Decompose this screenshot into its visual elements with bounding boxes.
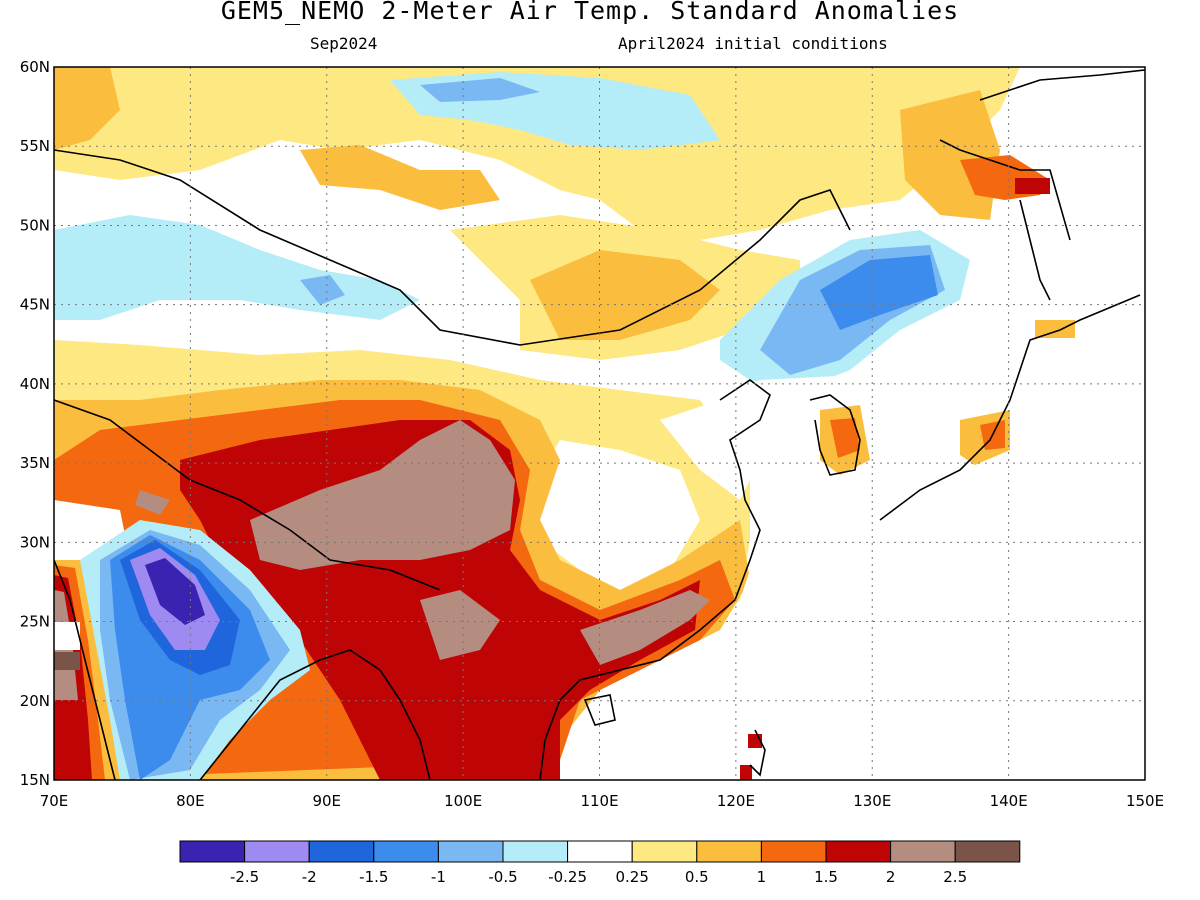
lat-tick-label: 55N bbox=[20, 137, 50, 155]
lat-tick-label: 45N bbox=[20, 296, 50, 314]
colorbar-label: -2.5 bbox=[230, 868, 259, 886]
field-neutral-central-china bbox=[530, 440, 700, 590]
colorbar-swatch bbox=[567, 840, 633, 863]
field-red-korea bbox=[830, 418, 860, 458]
colorbar-label: -1.5 bbox=[359, 868, 388, 886]
forecast-month: Sep2024 bbox=[310, 34, 378, 53]
coastline-hainan bbox=[583, 694, 616, 726]
lon-tick-label: 70E bbox=[40, 792, 69, 810]
colorbar-swatch bbox=[890, 840, 956, 863]
coastline-korea bbox=[809, 394, 861, 476]
lon-tick-label: 90E bbox=[312, 792, 341, 810]
lat-tick-label: 50N bbox=[20, 216, 50, 234]
colorbar-label: 1.5 bbox=[814, 868, 838, 886]
lat-tick-label: 40N bbox=[20, 375, 50, 393]
latitude-labels: 15N 20N 25N 30N 35N 40N 45N 50N 55N 60N bbox=[20, 58, 50, 789]
field-neutral-ocean bbox=[740, 360, 1145, 780]
lon-tick-label: 110E bbox=[580, 792, 618, 810]
field-darkbrown-india bbox=[54, 652, 80, 670]
colorbar-swatch bbox=[954, 840, 1021, 863]
colorbar-swatch bbox=[308, 840, 375, 863]
field-orange-north bbox=[54, 67, 120, 150]
colorbar-swatch bbox=[244, 840, 310, 863]
coastline-bay-of-bengal bbox=[199, 649, 431, 780]
plot-frame bbox=[53, 66, 1146, 781]
border-china-west bbox=[54, 399, 441, 591]
colorbar-swatch bbox=[760, 840, 827, 863]
border-mongolia bbox=[54, 149, 851, 346]
coastline-okhotsk bbox=[939, 139, 1071, 241]
colorbar-swatch bbox=[179, 840, 246, 863]
initial-conditions-label: April2024 initial conditions bbox=[618, 34, 888, 53]
colorbar-swatch bbox=[373, 840, 439, 863]
colorbar-swatch bbox=[696, 840, 762, 863]
lon-tick-label: 80E bbox=[176, 792, 205, 810]
field-neutral-india-block bbox=[54, 622, 80, 650]
anomaly-field bbox=[54, 67, 1145, 780]
lon-tick-label: 140E bbox=[990, 792, 1028, 810]
coastline-japan bbox=[879, 294, 1141, 521]
lon-tick-label: 120E bbox=[717, 792, 755, 810]
colorbar-label: -2 bbox=[302, 868, 317, 886]
coastline-kamchatka bbox=[979, 69, 1145, 101]
field-red-taiwan-south bbox=[740, 765, 752, 780]
field-neutral-coast bbox=[660, 380, 760, 500]
colorbar-swatch bbox=[631, 840, 698, 863]
lat-tick-label: 30N bbox=[20, 533, 50, 551]
colorbar-label: 2 bbox=[886, 868, 896, 886]
field-cool-north-core bbox=[420, 78, 540, 102]
coastline-taiwan bbox=[749, 729, 766, 777]
lat-tick-label: 15N bbox=[20, 771, 50, 789]
field-warm-hokkaido bbox=[1035, 320, 1075, 338]
lat-tick-label: 20N bbox=[20, 692, 50, 710]
colorbar-label: -0.25 bbox=[548, 868, 587, 886]
field-orange-nw bbox=[300, 145, 500, 210]
colorbar-label: -1 bbox=[431, 868, 446, 886]
lon-tick-label: 150E bbox=[1126, 792, 1164, 810]
colorbar-label: 1 bbox=[757, 868, 767, 886]
colorbar-label: -0.5 bbox=[488, 868, 517, 886]
coastline-china-east bbox=[539, 379, 771, 780]
colorbar-label: 0.25 bbox=[615, 868, 648, 886]
lat-tick-label: 25N bbox=[20, 613, 50, 631]
field-warm-north bbox=[54, 67, 1020, 240]
lat-tick-label: 60N bbox=[20, 58, 50, 76]
field-brown-south-china bbox=[580, 590, 710, 665]
field-brown-west bbox=[135, 490, 170, 515]
map-title: GEM5_NEMO 2-Meter Air Temp. Standard Ano… bbox=[220, 0, 960, 25]
coastlines bbox=[54, 69, 1145, 780]
field-darkred-kamchatka bbox=[1015, 178, 1050, 194]
colorbar-swatch bbox=[437, 840, 504, 863]
field-brown-tibet bbox=[250, 420, 515, 570]
lon-tick-label: 130E bbox=[853, 792, 891, 810]
colorbar-label: 0.5 bbox=[685, 868, 709, 886]
colorbar-label: 2.5 bbox=[943, 868, 967, 886]
lat-tick-label: 35N bbox=[20, 454, 50, 472]
colorbar-swatch bbox=[825, 840, 892, 863]
lon-tick-label: 100E bbox=[444, 792, 482, 810]
field-cold-india-core bbox=[145, 558, 205, 625]
colorbar: -2.5 -2 -1.5 -1 -0.5 -0.25 0.25 0.5 1 1.5 2 2.5 bbox=[179, 840, 1021, 886]
field-orange-mongolia bbox=[530, 250, 720, 340]
coastline-sakhalin bbox=[1019, 199, 1051, 301]
field-cool-west-core bbox=[300, 275, 345, 305]
field-brown-se-asia bbox=[420, 590, 500, 660]
coastline-india-west bbox=[54, 559, 116, 780]
longitude-labels: 70E 80E 90E 100E 110E 120E 130E 140E 150E bbox=[40, 792, 1164, 810]
field-cold-manchuria-core bbox=[820, 255, 938, 330]
colorbar-swatch bbox=[502, 840, 569, 863]
